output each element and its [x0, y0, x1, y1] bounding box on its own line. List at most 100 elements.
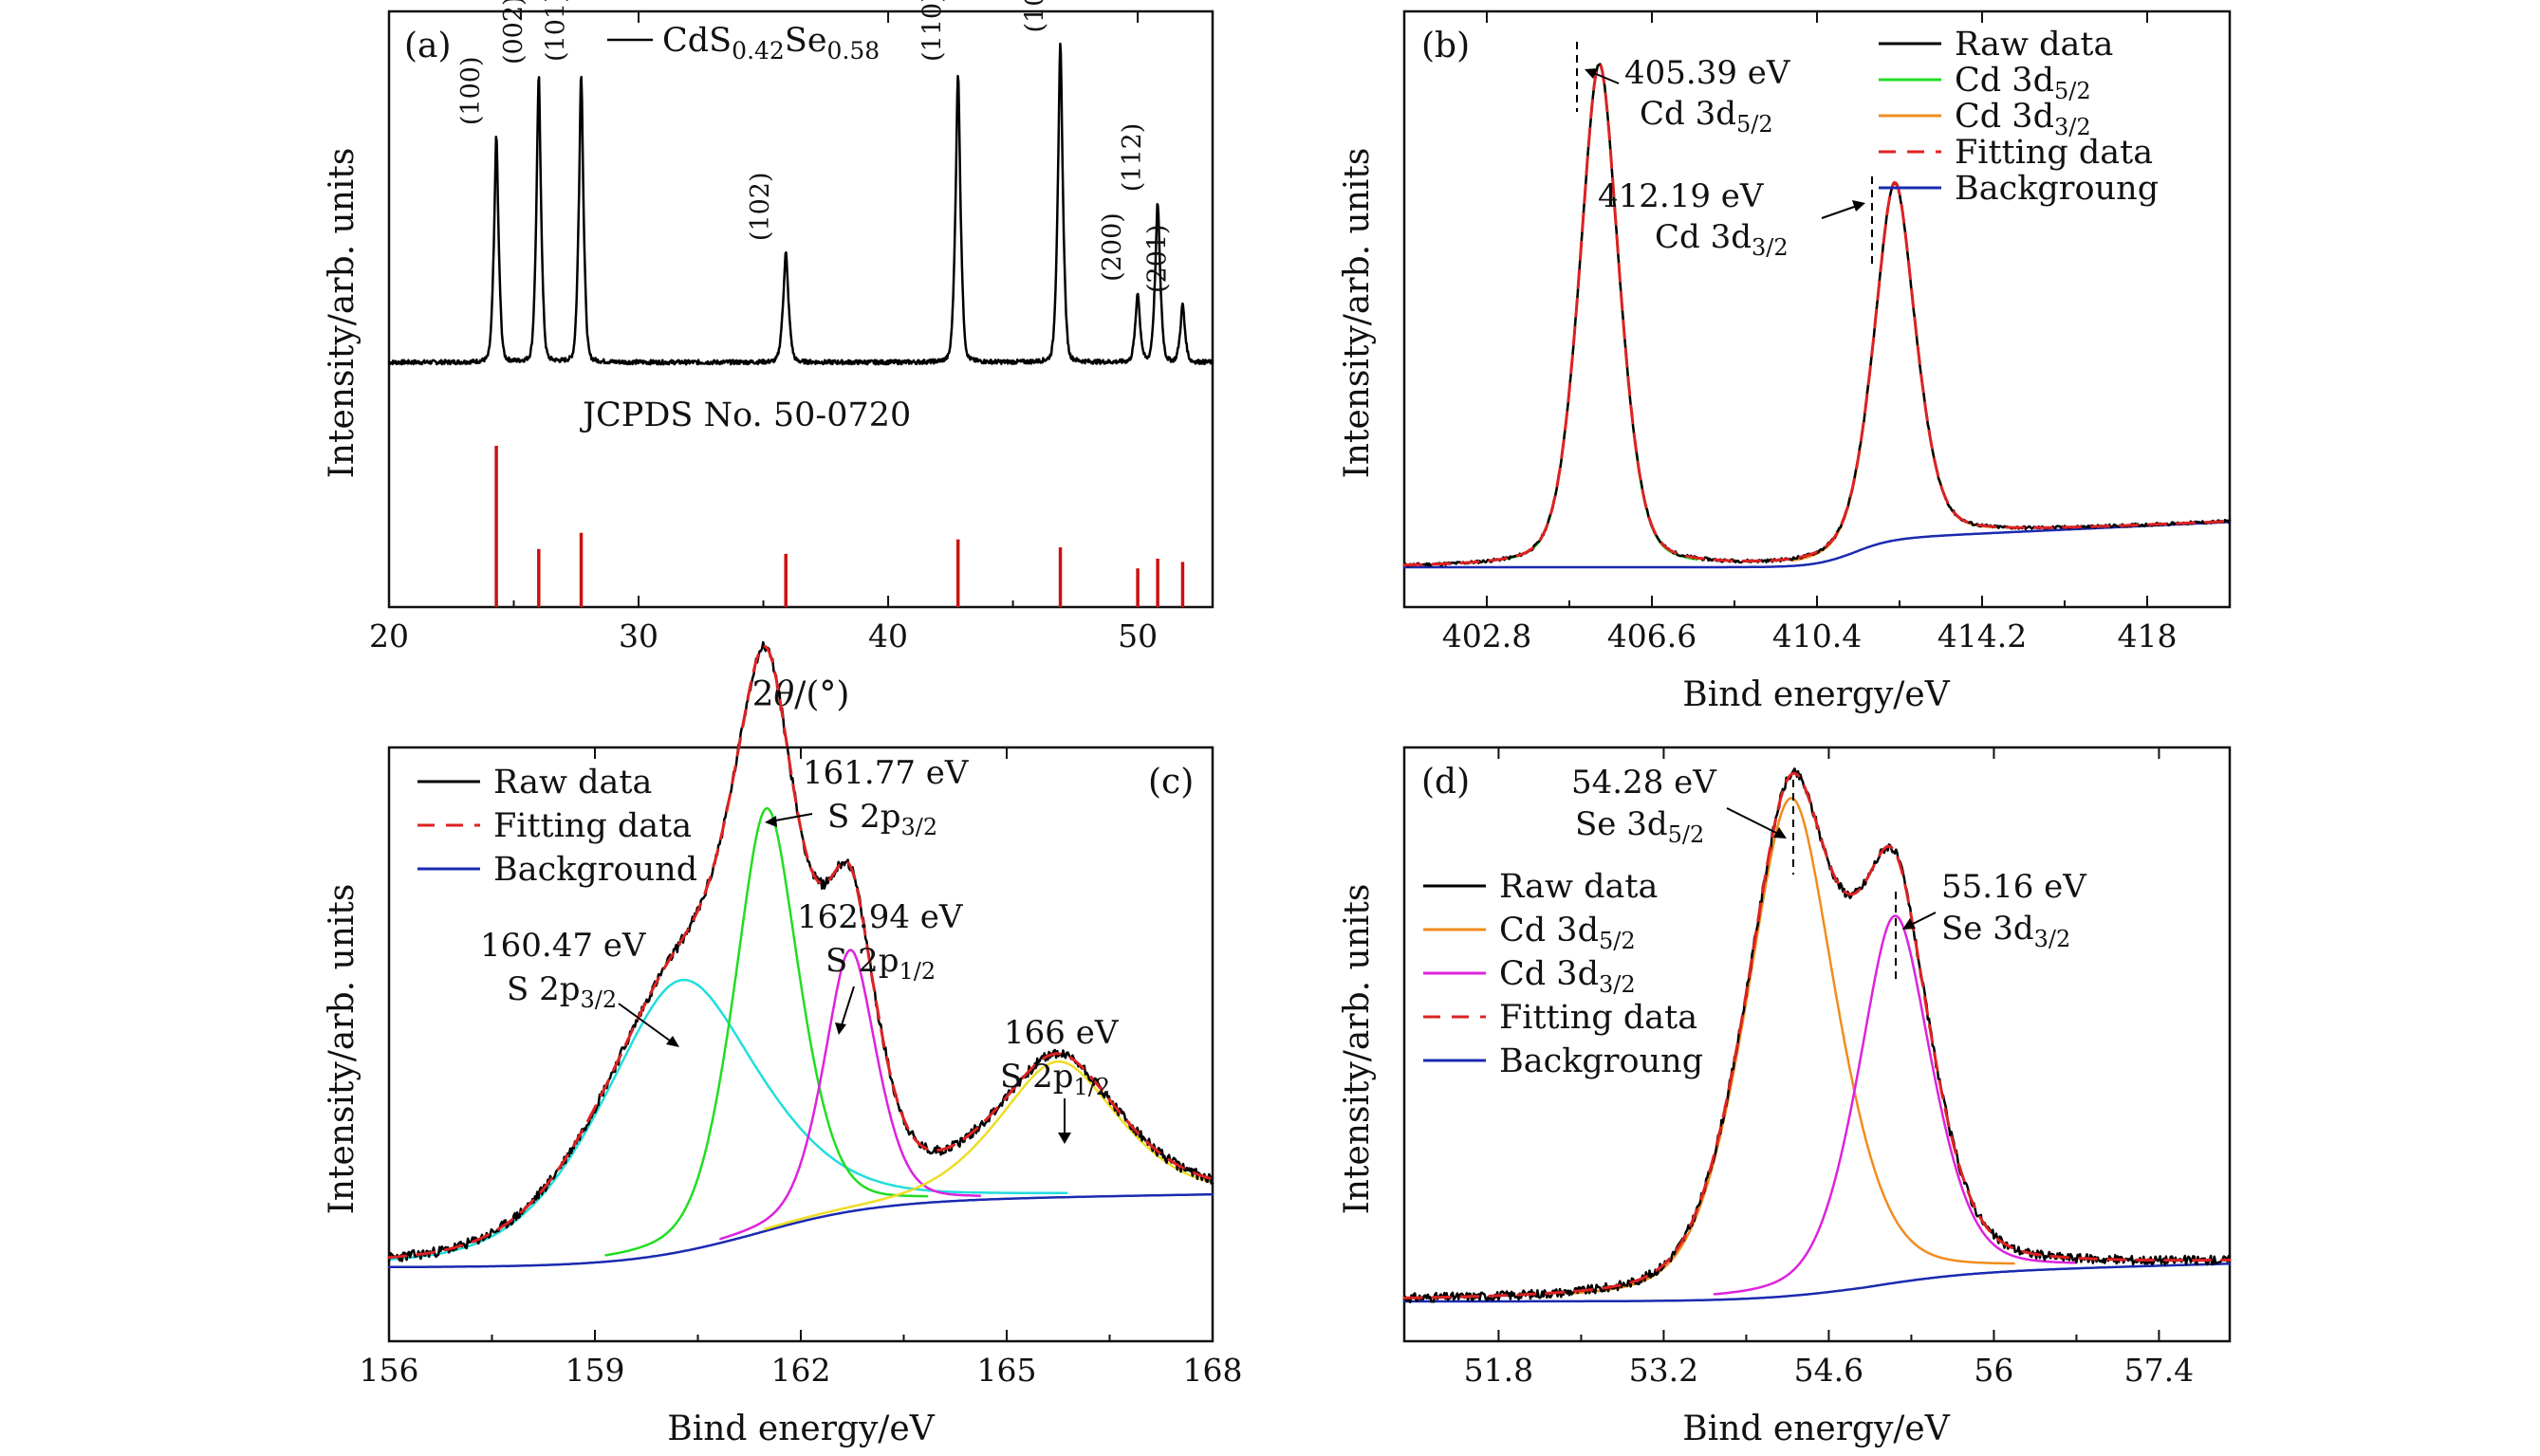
- panel-a-letter: (a): [404, 27, 452, 65]
- legend-formula-s-sub: 0.42: [732, 37, 785, 65]
- x-tick-label: 165: [977, 1352, 1037, 1389]
- panel-d-peak2-energy: 55.16 eV: [1941, 868, 2087, 906]
- legend-entry-label: Cd 3d3/2: [1955, 98, 2091, 140]
- panel-d-plot-frame: [1402, 746, 2232, 1343]
- panel-d-peak2-name: Se 3d3/2: [1941, 910, 2070, 952]
- sub-3-2-c: 3/2: [901, 814, 938, 840]
- legend-entry-label: Fitting data: [493, 807, 692, 845]
- panel-c-peak3-energy: 162.94 eV: [797, 898, 964, 936]
- legend-label-main: Cd 3d: [1955, 62, 2054, 100]
- x-tick-label: 156: [360, 1352, 419, 1389]
- panel-c-legend: Raw data Fitting data Background: [417, 764, 697, 889]
- panel-d-peak1-name: Se 3d5/2: [1575, 805, 1704, 848]
- x-tick-label: 159: [565, 1352, 625, 1389]
- legend-label-main: Cd 3d: [1955, 98, 2054, 136]
- sub-3-2-d: 3/2: [2034, 926, 2071, 952]
- panel-b-cd3d32-component-line: [1791, 182, 1998, 562]
- panel-c-peak4-name: S 2p1/2: [1000, 1058, 1110, 1100]
- panel-b-x-axis-label: Bind energy/eV: [1682, 675, 1950, 714]
- x-tick-label: 406.6: [1607, 617, 1696, 654]
- panel-c-peak2-name: S 2p3/2: [827, 798, 937, 840]
- panel-b-background-line: [1402, 521, 2232, 569]
- panel-a-plot-frame: [387, 9, 1214, 609]
- panel-c-peak3-name: S 2p1/2: [825, 942, 936, 985]
- legend-label-sub: 5/2: [2054, 78, 2091, 104]
- sub-1-2-c: 1/2: [899, 958, 936, 985]
- panel-c-x-ticks: 156 159 162 165 168: [360, 747, 1243, 1389]
- panel-a-x-axis-label: 2θ/(°): [752, 675, 850, 714]
- legend-entry-label: Fitting data: [1499, 999, 1697, 1037]
- panel-b-peak2-energy: 412.19 eV: [1598, 177, 1765, 215]
- panel-d-peak1-arrowhead: [1773, 827, 1787, 839]
- panel-d-fitting-line: [1402, 771, 2232, 1299]
- panel-d-y-axis-label: Intensity/arb. units: [1338, 884, 1377, 1215]
- panel-c-peak2-arrow: [769, 813, 813, 822]
- panel-c-peak2-arrowhead: [765, 816, 777, 827]
- legend-entry-label: Raw data: [493, 764, 652, 802]
- sub-5-2: 5/2: [1736, 111, 1773, 138]
- x-tick-label: 56: [1974, 1352, 2013, 1389]
- panel-a-reference-label: JCPDS No. 50-0720: [580, 396, 911, 434]
- panel-b-peak1-energy: 405.39 eV: [1624, 54, 1791, 92]
- x-tick-label: 53.2: [1629, 1352, 1698, 1389]
- panel-b-peak2-name: Cd 3d3/2: [1655, 218, 1789, 261]
- theta-symbol: θ: [774, 675, 795, 714]
- panel-b-peak1-name: Cd 3d5/2: [1640, 95, 1773, 138]
- legend-entry-label: Raw data: [1955, 26, 2113, 64]
- legend-entry-label: Backgroung: [1955, 170, 2159, 208]
- panel-d-peak1-arrow: [1726, 807, 1781, 836]
- x-tick-label: 418: [2118, 617, 2178, 654]
- legend-formula-se-sub: 0.58: [827, 37, 881, 65]
- panel-c-component1-line: [387, 978, 1068, 1262]
- panel-c-peak2-energy: 161.77 eV: [803, 754, 970, 792]
- legend-entry-label: Backgroung: [1499, 1042, 1703, 1080]
- x-tick-label: 162: [771, 1352, 831, 1389]
- panel-a-reference-lines: [494, 446, 1185, 607]
- panel-d-x-ticks: 51.8 53.2 54.6 56 57.4: [1464, 747, 2194, 1389]
- x-tick-label: 20: [369, 617, 409, 654]
- x-tick-label: 414.2: [1937, 617, 2027, 654]
- panel-c-peak4-arrowhead: [1058, 1133, 1071, 1144]
- panel-d-peak-annotations: 54.28 eV Se 3d5/2 55.16 eV Se 3d3/2: [1571, 764, 2087, 979]
- panel-c-component3-line: [719, 949, 982, 1241]
- peak-label: (101): [542, 0, 571, 62]
- panel-d-3d32-component-line: [1713, 914, 2077, 1296]
- panel-c-background-line: [387, 1192, 1214, 1269]
- sub-3-2: 3/2: [1752, 234, 1789, 261]
- panel-d-peak1-energy: 54.28 eV: [1571, 764, 1717, 802]
- x-tick-label: 410.4: [1772, 617, 1862, 654]
- panel-a-legend-label: CdS0.42Se0.58: [662, 22, 880, 65]
- peak-label: (102): [746, 172, 775, 241]
- panel-b-peak-annotations: 405.39 eV Cd 3d5/2 412.19 eV Cd 3d3/2: [1576, 42, 1873, 267]
- panel-d-background-line: [1402, 1262, 2232, 1303]
- panel-c-fitting-line: [387, 644, 1214, 1260]
- panel-c-peak3-arrowhead: [835, 1023, 846, 1035]
- panel-d-se3d-xps-chart: 51.8 53.2 54.6 56 57.4 54.28 eV Se 3d5/2 55.…: [1338, 746, 2232, 1448]
- panel-b-peak2-arrowhead: [1852, 200, 1865, 212]
- panel-b-cd3d52-component-line: [1500, 63, 1698, 562]
- panel-c-s2p-xps-chart: 156 159 162 165 168 161.77 eV S 2p3/2 162.94…: [323, 640, 1243, 1448]
- sub-5-2-d: 5/2: [1668, 821, 1705, 848]
- legend-formula-se: Se: [785, 22, 827, 60]
- panel-c-component2-line: [604, 806, 929, 1257]
- panel-a-y-axis-label: Intensity/arb. units: [323, 148, 362, 479]
- panel-d-peak2-arrowhead: [1902, 918, 1916, 930]
- x-tick-label: 402.8: [1442, 617, 1531, 654]
- panel-c-peak3-arrow: [840, 986, 855, 1029]
- panel-b-letter: (b): [1421, 27, 1470, 65]
- legend-label-main: Cd 3d: [1499, 912, 1599, 949]
- panel-c-peak1-arrowhead: [666, 1036, 679, 1047]
- panel-b-x-ticks: 402.8 406.6 410.4 414.2 418: [1442, 11, 2178, 654]
- x-tick-label: 51.8: [1464, 1352, 1533, 1389]
- panel-c-component4-line: [763, 1060, 1214, 1231]
- peak-label: (002): [499, 0, 528, 65]
- peak-label: (110): [918, 0, 948, 62]
- panel-b-plot-frame: [1402, 9, 2232, 609]
- panel-b-peak1-arrowhead: [1585, 68, 1598, 79]
- legend-label-sub: 5/2: [1599, 928, 1636, 954]
- panel-c-peak1-name: S 2p3/2: [507, 970, 617, 1013]
